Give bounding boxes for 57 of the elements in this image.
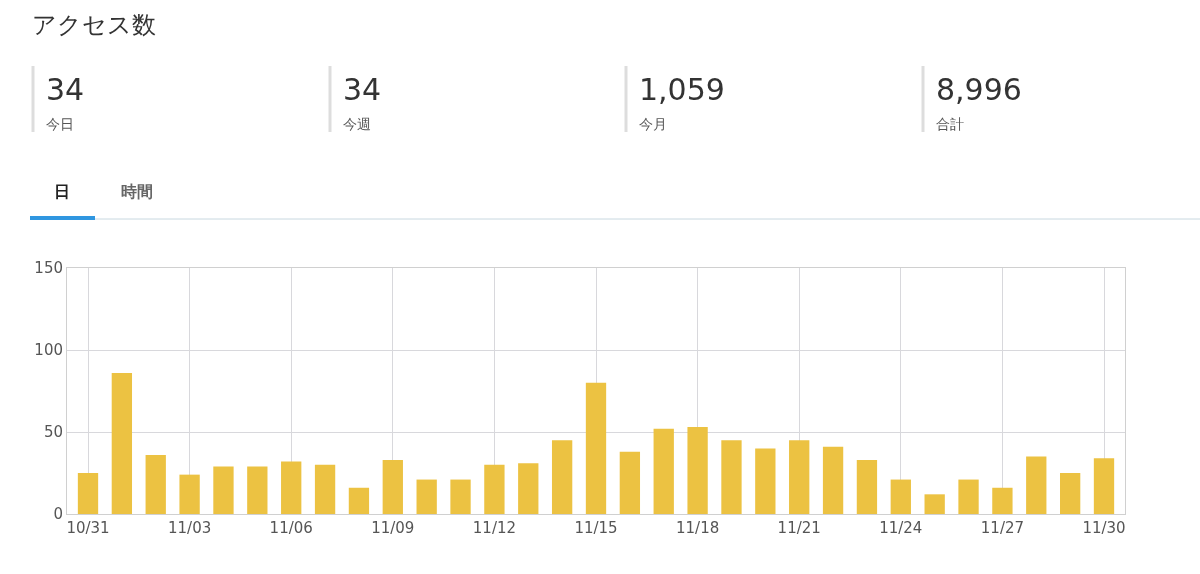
bar <box>179 474 200 514</box>
bar <box>585 382 607 514</box>
text: 合計 <box>936 116 964 132</box>
text: 34 <box>343 72 382 107</box>
bar <box>890 479 911 514</box>
bar <box>856 459 878 514</box>
bar <box>111 372 133 514</box>
bar <box>721 440 742 514</box>
bar <box>247 466 268 514</box>
x-tick-label: 11/21 <box>777 519 821 537</box>
bar <box>789 440 810 514</box>
y-tick-label: 0 <box>53 505 63 524</box>
y-tick-label: 100 <box>34 341 63 360</box>
text: 日 <box>54 182 70 201</box>
text: 時間 <box>121 182 153 201</box>
bar <box>213 466 234 514</box>
y-tick-label: 150 <box>34 259 63 278</box>
bar <box>958 479 979 514</box>
x-tick-label: 11/30 <box>1082 519 1126 537</box>
bar <box>484 464 505 514</box>
x-tick-label: 11/24 <box>879 519 923 537</box>
y-tick-label: 50 <box>43 423 63 442</box>
bar <box>145 454 166 514</box>
x-tick-label: 11/15 <box>574 519 618 537</box>
bar <box>1059 473 1081 514</box>
bar <box>1093 458 1115 514</box>
bar <box>653 428 674 514</box>
text: 1,059 <box>639 72 725 107</box>
chart-title: アクセス数 <box>32 11 156 39</box>
x-tick-label: 11/03 <box>167 519 212 537</box>
bar <box>924 494 945 514</box>
bar <box>822 446 844 514</box>
bar <box>382 459 403 514</box>
x-tick-label: 11/12 <box>472 519 517 537</box>
x-tick-label: 11/27 <box>980 519 1025 537</box>
text: 34 <box>46 72 85 107</box>
x-tick-label: 11/06 <box>269 519 313 537</box>
bar <box>450 479 471 514</box>
text: 今月 <box>639 116 667 132</box>
bar <box>551 440 573 514</box>
bar <box>281 461 302 514</box>
bar <box>755 448 776 514</box>
text: 8,996 <box>936 72 1022 107</box>
text: 今週 <box>343 116 371 132</box>
bar <box>416 479 437 514</box>
bar <box>348 487 370 514</box>
bar <box>619 451 641 514</box>
bar <box>687 427 708 514</box>
bar <box>992 487 1013 514</box>
text: 今日 <box>46 116 74 132</box>
bar <box>77 473 99 514</box>
x-tick-label: 11/18 <box>675 519 720 537</box>
bar <box>518 463 539 514</box>
bar <box>1026 456 1047 514</box>
x-tick-label: 10/31 <box>66 519 110 537</box>
x-tick-label: 11/09 <box>371 519 415 537</box>
bar <box>314 464 336 514</box>
